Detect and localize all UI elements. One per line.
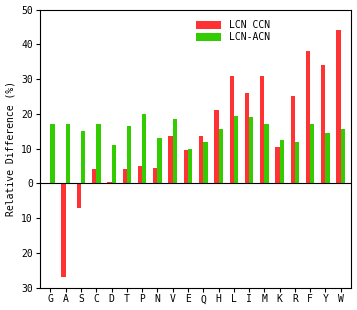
Bar (280, 140, 284, 183)
Bar (306, 51, 310, 183)
Bar (169, 136, 173, 183)
Bar (260, 76, 265, 183)
Bar (92, 169, 96, 183)
Bar (295, 142, 299, 183)
Bar (157, 138, 162, 183)
Bar (138, 166, 142, 183)
Bar (61, 183, 66, 277)
Bar (81, 131, 85, 183)
Bar (153, 168, 157, 183)
Bar (291, 96, 295, 183)
Bar (107, 182, 112, 183)
Bar (50, 124, 55, 183)
Bar (122, 169, 127, 183)
Bar (218, 129, 223, 183)
Bar (142, 114, 146, 183)
Bar (173, 119, 177, 183)
Bar (275, 147, 280, 183)
Y-axis label: Relative Difference (%): Relative Difference (%) (6, 81, 16, 216)
Bar (66, 124, 70, 183)
Bar (203, 142, 207, 183)
Legend: LCN CCN, LCN-ACN: LCN CCN, LCN-ACN (193, 17, 272, 45)
Bar (184, 150, 188, 183)
Bar (112, 145, 116, 183)
Bar (96, 124, 101, 183)
Bar (341, 129, 345, 183)
Bar (214, 110, 218, 183)
Bar (230, 76, 234, 183)
Bar (188, 148, 192, 183)
Bar (249, 117, 253, 183)
Bar (337, 30, 341, 183)
Bar (321, 65, 326, 183)
Bar (234, 116, 238, 183)
Bar (77, 183, 81, 208)
Bar (199, 136, 203, 183)
Bar (265, 124, 269, 183)
Bar (245, 93, 249, 183)
Bar (326, 133, 330, 183)
Bar (310, 124, 315, 183)
Bar (127, 126, 131, 183)
